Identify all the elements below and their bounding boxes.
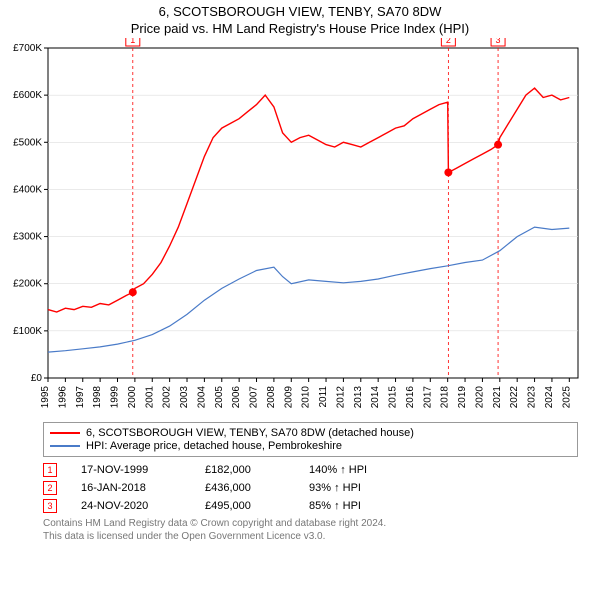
legend: 6, SCOTSBOROUGH VIEW, TENBY, SA70 8DW (d… xyxy=(43,422,578,457)
svg-text:1995: 1995 xyxy=(40,386,51,409)
svg-text:2018: 2018 xyxy=(440,386,451,409)
chart-title: 6, SCOTSBOROUGH VIEW, TENBY, SA70 8DW Pr… xyxy=(0,0,600,38)
svg-text:2009: 2009 xyxy=(283,386,294,409)
svg-text:2020: 2020 xyxy=(474,386,485,409)
event-number-box: 2 xyxy=(43,481,57,495)
svg-text:1996: 1996 xyxy=(57,386,68,409)
event-row: 2 16-JAN-2018 £436,000 93% ↑ HPI xyxy=(43,481,578,495)
svg-text:£100K: £100K xyxy=(13,326,42,337)
legend-label: HPI: Average price, detached house, Pemb… xyxy=(86,440,342,452)
legend-item: HPI: Average price, detached house, Pemb… xyxy=(50,440,571,452)
event-number-box: 1 xyxy=(43,463,57,477)
svg-text:2017: 2017 xyxy=(422,386,433,409)
footer-line2: This data is licensed under the Open Gov… xyxy=(43,530,578,543)
event-price: £182,000 xyxy=(205,464,285,476)
legend-item: 6, SCOTSBOROUGH VIEW, TENBY, SA70 8DW (d… xyxy=(50,427,571,439)
svg-text:£500K: £500K xyxy=(13,137,42,148)
svg-text:2006: 2006 xyxy=(231,386,242,409)
footer-attribution: Contains HM Land Registry data © Crown c… xyxy=(43,517,578,543)
svg-text:2008: 2008 xyxy=(266,386,277,409)
svg-text:2013: 2013 xyxy=(353,386,364,409)
svg-text:2016: 2016 xyxy=(405,386,416,409)
svg-text:2011: 2011 xyxy=(318,386,329,408)
svg-text:£400K: £400K xyxy=(13,184,42,195)
svg-text:2023: 2023 xyxy=(527,386,538,409)
svg-text:£0: £0 xyxy=(31,373,43,384)
event-row: 1 17-NOV-1999 £182,000 140% ↑ HPI xyxy=(43,463,578,477)
svg-text:2025: 2025 xyxy=(561,386,572,409)
event-row: 3 24-NOV-2020 £495,000 85% ↑ HPI xyxy=(43,499,578,513)
svg-text:2: 2 xyxy=(446,38,451,45)
event-number-box: 3 xyxy=(43,499,57,513)
line-chart-svg: £0 £100K £200K £300K £400K £500K £600K £700K 199… xyxy=(0,38,600,418)
svg-text:2003: 2003 xyxy=(179,386,190,409)
svg-text:2012: 2012 xyxy=(335,386,346,409)
svg-text:2022: 2022 xyxy=(509,386,520,409)
svg-text:2004: 2004 xyxy=(196,386,207,409)
svg-text:2019: 2019 xyxy=(457,386,468,409)
svg-text:£700K: £700K xyxy=(13,43,42,54)
svg-text:1: 1 xyxy=(130,38,135,45)
svg-text:1997: 1997 xyxy=(75,386,86,409)
event-price: £495,000 xyxy=(205,500,285,512)
svg-text:2015: 2015 xyxy=(388,386,399,409)
svg-text:3: 3 xyxy=(496,38,501,45)
event-date: 16-JAN-2018 xyxy=(81,482,181,494)
event-pct: 85% ↑ HPI xyxy=(309,500,419,512)
svg-text:2010: 2010 xyxy=(301,386,312,409)
svg-text:£300K: £300K xyxy=(13,232,42,243)
svg-text:2000: 2000 xyxy=(127,386,138,409)
svg-text:2024: 2024 xyxy=(544,386,555,409)
legend-label: 6, SCOTSBOROUGH VIEW, TENBY, SA70 8DW (d… xyxy=(86,427,414,439)
svg-text:2021: 2021 xyxy=(492,386,503,409)
title-subtitle: Price paid vs. HM Land Registry's House … xyxy=(0,21,600,36)
footer-line1: Contains HM Land Registry data © Crown c… xyxy=(43,517,578,530)
svg-text:1998: 1998 xyxy=(92,386,103,409)
svg-text:£600K: £600K xyxy=(13,90,42,101)
event-pct: 93% ↑ HPI xyxy=(309,482,419,494)
svg-text:2007: 2007 xyxy=(249,386,260,409)
event-date: 17-NOV-1999 xyxy=(81,464,181,476)
svg-text:2005: 2005 xyxy=(214,386,225,409)
legend-swatch xyxy=(50,445,80,447)
svg-text:£200K: £200K xyxy=(13,279,42,290)
legend-swatch xyxy=(50,432,80,434)
svg-text:2002: 2002 xyxy=(162,386,173,409)
title-address: 6, SCOTSBOROUGH VIEW, TENBY, SA70 8DW xyxy=(0,4,600,19)
chart-area: £0 £100K £200K £300K £400K £500K £600K £700K 199… xyxy=(0,38,600,418)
event-date: 24-NOV-2020 xyxy=(81,500,181,512)
event-table: 1 17-NOV-1999 £182,000 140% ↑ HPI 2 16-J… xyxy=(43,463,578,513)
svg-text:2014: 2014 xyxy=(370,386,381,409)
event-price: £436,000 xyxy=(205,482,285,494)
event-pct: 140% ↑ HPI xyxy=(309,464,419,476)
svg-text:2001: 2001 xyxy=(144,386,155,409)
svg-text:1999: 1999 xyxy=(110,386,121,409)
